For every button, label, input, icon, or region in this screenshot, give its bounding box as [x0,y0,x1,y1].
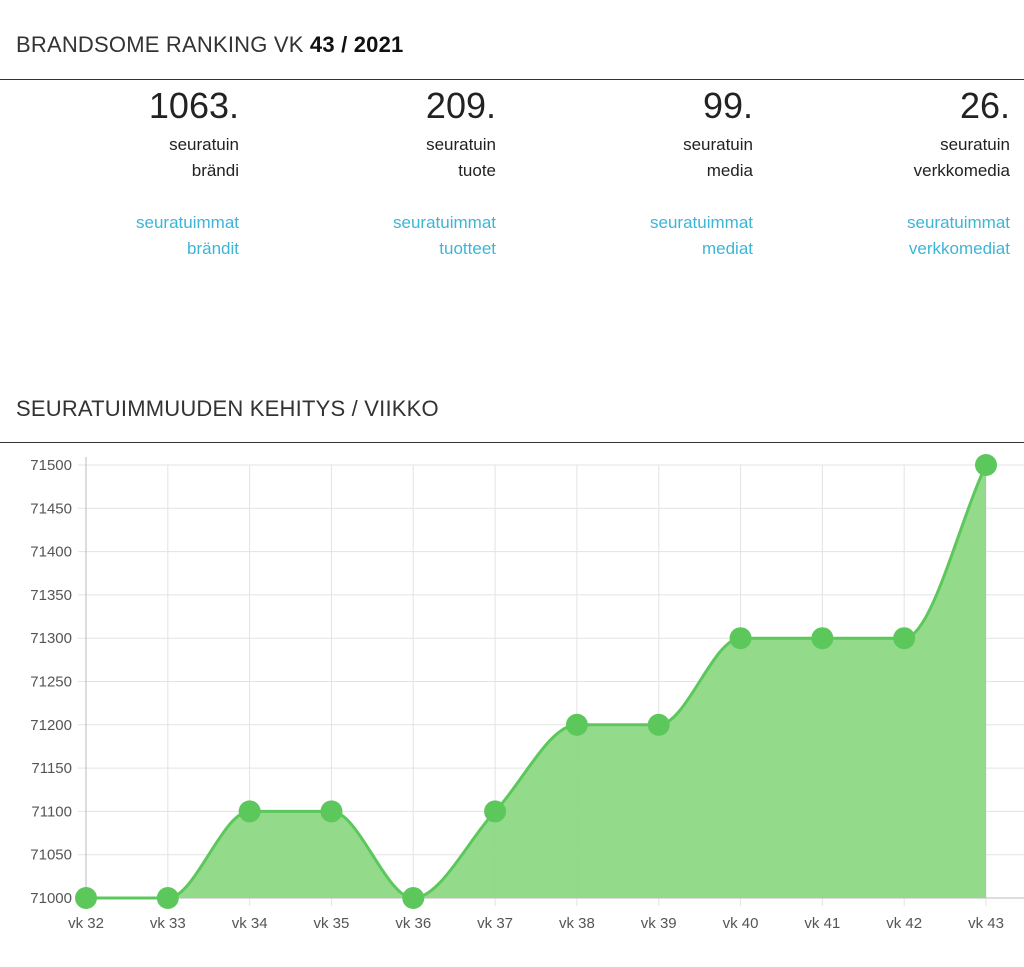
y-tick-label: 71250 [30,674,72,691]
follow-trend-chart: 71500 71450 71400 71350 71300 71250 71200 71150… [30,454,1024,932]
header-divider [0,79,1024,80]
x-tick-label: vk 33 [150,915,186,932]
y-tick-label: 71400 [30,544,72,561]
series-area [86,465,986,898]
link-line1: seuratuimmat [907,213,1010,232]
x-tick-label: vk 36 [395,915,431,932]
stat-product: 209. seuratuin tuote seuratuimmat tuotte… [266,84,496,262]
data-point [484,800,507,823]
data-point [565,713,588,736]
link-line1: seuratuimmat [650,213,753,232]
y-tick-label: 71050 [30,847,72,864]
y-tick-label: 71300 [30,630,72,647]
data-point [402,887,425,909]
stat-label-line1: seuratuin [683,135,753,154]
stat-label-line1: seuratuin [169,135,239,154]
link-line2: tuotteet [439,239,496,258]
x-tick-label: vk 35 [314,915,350,932]
x-tick-label: vk 43 [968,915,1004,932]
stat-media: 99. seuratuin media seuratuimmat mediat [523,84,753,262]
data-point [975,454,997,476]
y-tick-label: 71150 [31,760,72,777]
most-followed-media-link[interactable]: seuratuimmat mediat [523,210,753,262]
link-line2: verkkomediat [908,239,1010,258]
ranking-title-week: 43 / 2021 [309,32,404,57]
data-point [893,627,916,650]
x-tick-label: vk 41 [804,915,840,932]
y-tick-label: 71450 [30,500,72,517]
stat-label-line1: seuratuin [940,135,1010,154]
data-point [238,800,261,823]
data-point [811,627,834,650]
ranking-title: BRANDSOME RANKING VK 43 / 2021 [16,32,403,58]
x-tick-label: vk 39 [641,915,677,932]
stat-webmedia: 26. seuratuin verkkomedia seuratuimmat v… [780,84,1010,262]
stat-label-line1: seuratuin [426,135,496,154]
link-line2: brändit [187,239,239,258]
stat-rank: 26. [959,85,1010,126]
y-tick-label: 71350 [30,587,72,604]
x-tick-label: vk 40 [723,915,759,932]
link-line1: seuratuimmat [393,213,496,232]
trend-divider [0,442,1024,443]
x-tick-label: vk 32 [68,915,104,932]
trend-title: SEURATUIMMUUDEN KEHITYS / VIIKKO [16,396,439,421]
x-tick-label: vk 38 [559,915,595,932]
most-followed-products-link[interactable]: seuratuimmat tuotteet [266,210,496,262]
x-tick-label: vk 37 [477,915,513,932]
data-point [75,887,97,909]
x-tick-label: vk 34 [232,915,268,932]
link-line2: mediat [701,239,753,258]
link-line1: seuratuimmat [136,213,239,232]
data-point [729,627,752,650]
stat-label-line2: media [706,161,753,180]
data-point [156,887,179,909]
stat-label-line2: verkkomedia [913,161,1010,180]
most-followed-brands-link[interactable]: seuratuimmat brändit [9,210,239,262]
stat-rank: 99. [702,85,753,126]
y-tick-label: 71500 [30,457,72,474]
stat-label-line2: brändi [191,161,239,180]
y-tick-label: 71000 [30,890,72,907]
y-tick-label: 71200 [30,717,72,734]
stat-rank: 209. [425,85,496,126]
stat-brand: 1063. seuratuin brändi seuratuimmat brän… [9,84,239,262]
data-point [647,713,670,736]
stat-label-line2: tuote [458,161,496,180]
x-tick-label: vk 42 [886,915,922,932]
y-tick-label: 71100 [31,803,72,820]
most-followed-webmedia-link[interactable]: seuratuimmat verkkomediat [780,210,1010,262]
data-point [320,800,343,823]
ranking-title-prefix: BRANDSOME RANKING VK [16,32,310,57]
stat-rank: 1063. [148,85,239,126]
